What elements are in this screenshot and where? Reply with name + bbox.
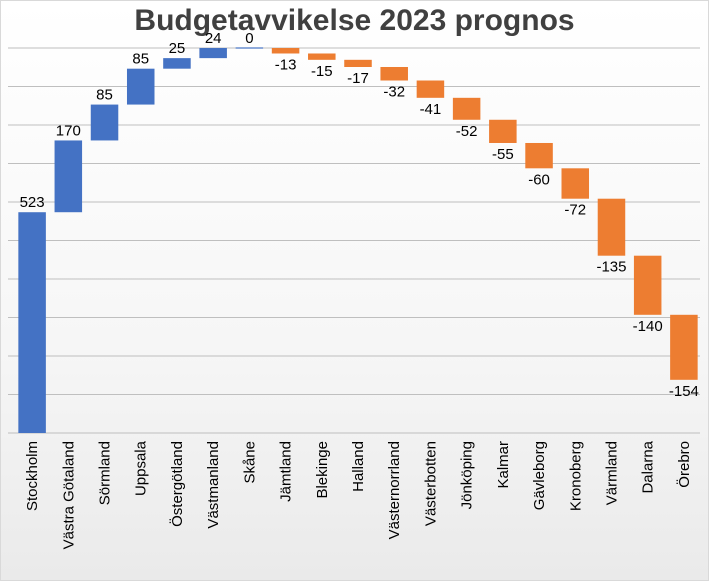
x-tick-label: Östergötland — [168, 441, 186, 527]
x-tick-label: Sörmland — [97, 441, 114, 505]
bar-gävleborg — [525, 142, 553, 169]
bar-västerbotten — [416, 80, 445, 98]
x-tick-label: Värmland — [603, 441, 620, 505]
data-label: -60 — [528, 171, 550, 188]
x-tick-label: Jämtland — [278, 441, 295, 502]
data-label: 24 — [205, 30, 222, 47]
x-tick-label: Västerbotten — [422, 441, 439, 526]
data-label: 85 — [96, 87, 113, 104]
x-tick-label: Västmanland — [205, 441, 222, 529]
data-label: 25 — [169, 40, 186, 57]
data-label: 0 — [245, 30, 253, 47]
x-tick-label: Jönköping — [459, 441, 476, 509]
data-label: -32 — [383, 84, 405, 101]
bar-västra-götaland — [54, 140, 83, 213]
bars — [18, 47, 698, 433]
data-label: 523 — [20, 194, 45, 211]
x-axis-tick-labels: Stockholm Västra Götaland Sörmland Uppsala Ö… — [24, 440, 693, 549]
x-tick-label: Blekinge — [314, 441, 331, 499]
bar-skåne — [235, 47, 264, 49]
data-label: -17 — [347, 70, 369, 87]
data-label: 85 — [132, 51, 149, 68]
bar-kalmar — [489, 119, 517, 143]
x-tick-label: Skåne — [241, 441, 258, 484]
bar-blekinge — [308, 53, 336, 60]
data-label: 170 — [56, 122, 81, 139]
bar-uppsala — [126, 68, 155, 105]
x-tick-label: Västernorrland — [386, 441, 403, 539]
bar-västernorrland — [380, 66, 408, 81]
x-tick-label: Uppsala — [133, 440, 150, 496]
bar-halland — [344, 59, 372, 67]
bar-värmland — [597, 198, 626, 256]
data-label: -55 — [492, 146, 514, 163]
data-label: -140 — [633, 318, 663, 335]
data-label: -135 — [596, 259, 626, 276]
bar-örebro — [670, 314, 698, 380]
data-label: -154 — [669, 383, 699, 400]
x-tick-label: Halland — [350, 441, 367, 492]
bar-sörmland — [90, 104, 119, 141]
x-tick-label: Kronoberg — [567, 441, 584, 511]
x-tick-label: Örebro — [675, 441, 693, 488]
gridlines — [8, 47, 700, 434]
x-tick-label: Dalarna — [640, 440, 657, 493]
x-tick-label: Gävleborg — [531, 441, 548, 510]
data-label: -72 — [564, 202, 586, 219]
data-label: -52 — [456, 123, 478, 140]
x-tick-label: Kalmar — [495, 441, 512, 489]
x-tick-label: Stockholm — [24, 441, 41, 511]
chart-title: Budgetavvikelse 2023 prognos — [134, 4, 575, 37]
bar-stockholm — [18, 212, 46, 433]
bar-västmanland — [199, 48, 227, 59]
data-label: -13 — [275, 56, 297, 73]
data-label: -15 — [311, 63, 333, 80]
bar-kronoberg — [561, 168, 590, 199]
bar-jönköping — [452, 97, 481, 120]
x-tick-label: Västra Götaland — [60, 441, 77, 549]
data-label: -41 — [420, 101, 442, 118]
bar-jämtland — [271, 48, 300, 54]
bar-dalarna — [633, 255, 662, 315]
bar-östergötland — [163, 58, 191, 69]
